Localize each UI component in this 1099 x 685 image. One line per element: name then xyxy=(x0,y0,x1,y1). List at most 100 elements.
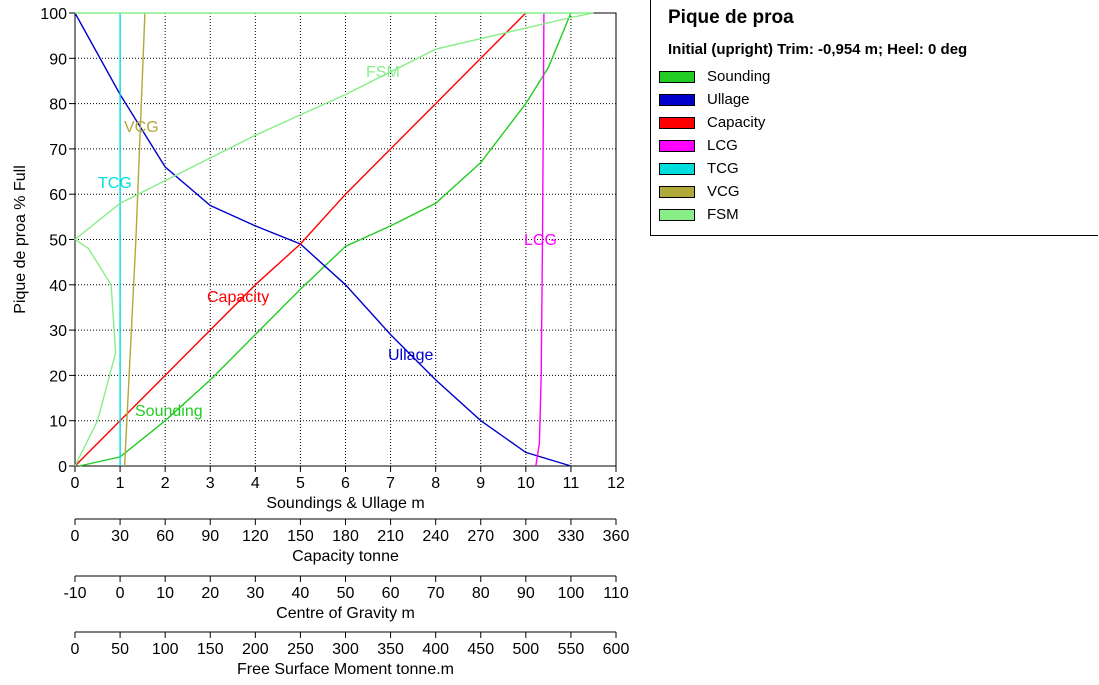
x-tick-label-fsm: 50 xyxy=(111,641,129,658)
series-label-ullage: Ullage xyxy=(388,347,433,364)
x-tick-label-cog: 100 xyxy=(558,585,585,602)
x-tick-label-sounding: 9 xyxy=(476,475,485,492)
legend-item-label: Capacity xyxy=(707,114,766,131)
legend-item-label: VCG xyxy=(707,183,740,200)
legend-item-label: TCG xyxy=(707,160,739,177)
legend-item-label: LCG xyxy=(707,137,738,154)
legend-swatch xyxy=(659,208,695,221)
x-tick-label-sounding: 4 xyxy=(251,475,260,492)
x-tick-label-cog: -10 xyxy=(63,585,86,602)
x-tick-label-cog: 30 xyxy=(246,585,264,602)
y-axis-label: Pique de proa % Full xyxy=(12,165,29,314)
x-tick-label-cog: 20 xyxy=(201,585,219,602)
series-line-sounding xyxy=(79,12,572,467)
y-tick-label: 40 xyxy=(49,278,67,295)
series-line-vcg xyxy=(123,12,146,467)
legend-swatch xyxy=(659,185,695,198)
x-tick-label-fsm: 450 xyxy=(467,641,494,658)
y-tick-label: 0 xyxy=(58,459,67,476)
y-tick-label: 80 xyxy=(49,97,67,114)
x-tick-label-capacity: 60 xyxy=(156,528,174,545)
y-tick-label: 100 xyxy=(40,6,67,23)
legend-subtitle: Initial (upright) Trim: -0,954 m; Heel: … xyxy=(668,41,968,58)
x-tick-label-sounding: 2 xyxy=(161,475,170,492)
legend-item-capacity: Capacity xyxy=(659,111,770,134)
x-axis-label-capacity: Capacity tonne xyxy=(292,548,399,565)
x-tick-label-capacity: 270 xyxy=(467,528,494,545)
x-tick-label-fsm: 600 xyxy=(603,641,630,658)
x-tick-label-capacity: 300 xyxy=(512,528,539,545)
x-tick-label-capacity: 210 xyxy=(377,528,404,545)
x-tick-label-sounding: 11 xyxy=(563,475,580,492)
legend: Pique de proa Initial (upright) Trim: -0… xyxy=(650,0,1098,236)
legend-swatch xyxy=(659,162,695,175)
x-tick-label-capacity: 180 xyxy=(332,528,359,545)
x-axis-label-fsm: Free Surface Moment tonne.m xyxy=(237,661,454,678)
x-tick-label-capacity: 90 xyxy=(201,528,219,545)
legend-item-label: Sounding xyxy=(707,68,771,85)
legend-item-tcg: TCG xyxy=(659,157,770,180)
x-tick-label-fsm: 500 xyxy=(512,641,539,658)
x-tick-label-fsm: 400 xyxy=(422,641,449,658)
legend-item-ullage: Ullage xyxy=(659,88,770,111)
legend-item-lcg: LCG xyxy=(659,134,770,157)
legend-swatch xyxy=(659,93,695,106)
legend-swatch xyxy=(659,116,695,129)
legend-items: Sounding Ullage Capacity LCG TCG VCG FSM xyxy=(659,65,770,226)
x-tick-label-sounding: 6 xyxy=(341,475,350,492)
series-line-lcg xyxy=(535,12,545,467)
x-tick-label-cog: 60 xyxy=(382,585,400,602)
x-axis-label-cog: Centre of Gravity m xyxy=(276,605,415,622)
legend-swatch xyxy=(659,70,695,83)
series-label-lcg: LCG xyxy=(524,232,557,249)
series-label-fsm: FSM xyxy=(366,64,400,81)
series-line-capacity xyxy=(74,12,527,467)
x-tick-label-capacity: 120 xyxy=(242,528,269,545)
x-tick-label-capacity: 0 xyxy=(71,528,80,545)
legend-item-sounding: Sounding xyxy=(659,65,770,88)
x-tick-label-fsm: 100 xyxy=(152,641,179,658)
legend-item-label: Ullage xyxy=(707,91,750,108)
x-tick-label-fsm: 250 xyxy=(287,641,314,658)
x-tick-label-cog: 10 xyxy=(156,585,174,602)
series-label-tcg: TCG xyxy=(98,175,132,192)
x-tick-label-sounding: 1 xyxy=(116,475,125,492)
x-tick-label-sounding: 10 xyxy=(517,475,535,492)
y-tick-label: 30 xyxy=(49,323,67,340)
legend-item-vcg: VCG xyxy=(659,180,770,203)
x-tick-label-capacity: 150 xyxy=(287,528,314,545)
x-tick-label-sounding: 8 xyxy=(431,475,440,492)
series-label-capacity: Capacity xyxy=(207,289,269,306)
legend-title: Pique de proa xyxy=(668,7,794,28)
x-tick-label-cog: 110 xyxy=(603,585,629,602)
legend-item-label: FSM xyxy=(707,206,739,223)
x-tick-label-fsm: 200 xyxy=(242,641,269,658)
x-tick-label-cog: 70 xyxy=(427,585,445,602)
x-tick-label-cog: 80 xyxy=(472,585,490,602)
x-tick-label-fsm: 300 xyxy=(332,641,359,658)
legend-item-fsm: FSM xyxy=(659,203,770,226)
y-tick-label: 90 xyxy=(49,51,67,68)
x-tick-label-sounding: 7 xyxy=(386,475,395,492)
series-label-sounding: Sounding xyxy=(135,403,203,420)
x-tick-label-capacity: 360 xyxy=(603,528,630,545)
x-tick-label-sounding: 3 xyxy=(206,475,215,492)
y-tick-label: 10 xyxy=(49,414,67,431)
x-tick-label-cog: 0 xyxy=(116,585,125,602)
x-tick-label-fsm: 150 xyxy=(197,641,224,658)
x-tick-label-cog: 40 xyxy=(292,585,310,602)
x-tick-label-sounding: 12 xyxy=(607,475,625,492)
x-tick-label-capacity: 240 xyxy=(422,528,449,545)
x-tick-label-fsm: 350 xyxy=(377,641,404,658)
series-line-fsm xyxy=(73,12,594,467)
y-tick-label: 20 xyxy=(49,368,67,385)
x-axis-label-sounding: Soundings & Ullage m xyxy=(266,495,424,512)
legend-swatch xyxy=(659,139,695,152)
series-line-ullage xyxy=(74,12,572,467)
x-tick-label-fsm: 550 xyxy=(558,641,585,658)
y-tick-label: 70 xyxy=(49,142,67,159)
series-label-vcg: VCG xyxy=(124,119,159,136)
x-tick-label-fsm: 0 xyxy=(71,641,80,658)
x-tick-label-cog: 50 xyxy=(337,585,355,602)
